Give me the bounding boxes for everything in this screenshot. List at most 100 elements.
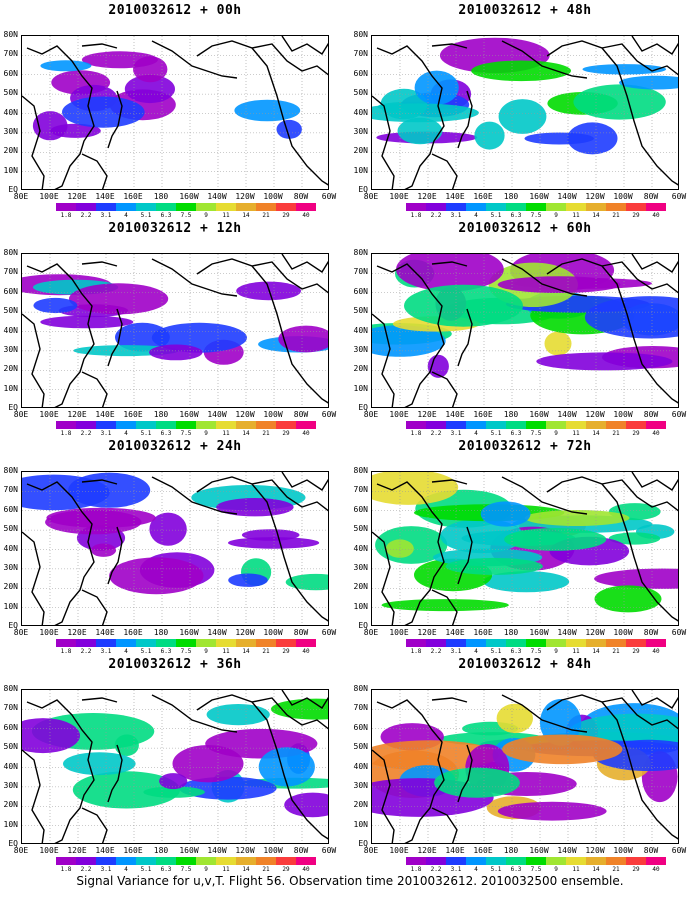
coastline xyxy=(372,95,395,189)
latitude-tick-label: 20N xyxy=(353,146,368,156)
longitude-tick-label: 140W xyxy=(557,628,577,637)
colorbar-level-label: 1.8 xyxy=(60,430,72,437)
longitude-tick-label: 120E xyxy=(67,628,87,637)
colorbar-swatch xyxy=(116,857,136,865)
panel-title: 2010032612 + 12h xyxy=(108,221,242,236)
latitude-axis: 80N 70N 60N 50N 40N 30N 20N 10N EQ xyxy=(350,685,370,848)
variance-contour xyxy=(619,75,678,90)
variance-contour xyxy=(228,537,320,549)
colorbar-swatch xyxy=(446,857,466,865)
colorbar-swatch xyxy=(56,203,76,211)
colorbar xyxy=(406,857,666,865)
longitude-tick-label: 100E xyxy=(39,410,59,419)
colorbar-level-label: 7.5 xyxy=(180,212,192,219)
longitude-tick-label: 60W xyxy=(321,628,337,637)
longitude-tick-label: 120W xyxy=(235,192,255,201)
colorbar-level-label: 29 xyxy=(282,430,290,437)
coastline xyxy=(22,749,45,843)
latitude-tick-label: 10N xyxy=(3,601,18,611)
variance-contour xyxy=(404,284,523,327)
colorbar-level-label: 29 xyxy=(632,212,640,219)
longitude-tick-label: 100W xyxy=(263,628,283,637)
latitude-tick-label: 40N xyxy=(353,761,368,771)
variance-contour xyxy=(149,512,187,546)
colorbar-level-label: 6.3 xyxy=(160,212,172,219)
coastline xyxy=(281,254,328,273)
coastline xyxy=(281,472,328,491)
longitude-tick-label: 140E xyxy=(95,192,115,201)
longitude-tick-label: 60W xyxy=(321,410,337,419)
latitude-tick-label: 10N xyxy=(353,165,368,175)
variance-contour xyxy=(497,801,607,821)
variance-field xyxy=(372,36,678,189)
coastline xyxy=(631,254,678,273)
latitude-axis: 80N 70N 60N 50N 40N 30N 20N 10N EQ xyxy=(0,31,20,194)
longitude-tick-label: 100W xyxy=(613,410,633,419)
longitude-tick-label: 80W xyxy=(293,410,309,419)
colorbar-level-label: 9 xyxy=(554,866,558,873)
longitude-tick-label: 100E xyxy=(389,192,409,201)
colorbar-level-label: 29 xyxy=(282,212,290,219)
longitude-tick-label: 80E xyxy=(13,410,29,419)
colorbar-swatch xyxy=(216,857,236,865)
colorbar-level-label: 29 xyxy=(632,648,640,655)
variance-contour xyxy=(143,786,205,798)
longitude-tick-label: 140E xyxy=(95,410,115,419)
coastline xyxy=(501,476,588,515)
colorbar-swatch xyxy=(586,857,606,865)
colorbar-swatch xyxy=(196,639,216,647)
longitude-tick-label: 140W xyxy=(557,410,577,419)
latitude-tick-label: 60N xyxy=(353,504,368,514)
colorbar-level-label: 3.1 xyxy=(100,430,112,437)
colorbar-level-label: 1.8 xyxy=(60,648,72,655)
colorbar-level-label: 40 xyxy=(302,212,310,219)
coastline xyxy=(431,261,468,267)
coastline xyxy=(81,807,108,843)
longitude-tick-label: 120E xyxy=(417,410,437,419)
variance-contour xyxy=(573,84,666,120)
colorbar-level-label: 14 xyxy=(242,430,250,437)
variance-contour xyxy=(63,752,136,776)
longitude-tick-label: 140W xyxy=(557,846,577,855)
longitude-tick-label: 100E xyxy=(39,846,59,855)
coastline xyxy=(601,479,678,512)
longitude-tick-label: 80W xyxy=(643,192,659,201)
coastline xyxy=(372,749,395,843)
colorbar-labels: 1.8 2.2 3.1 4 5.1 6.3 7.5 9 11 14 21 29 40 xyxy=(406,648,666,656)
colorbar-labels: 1.8 2.2 3.1 4 5.1 6.3 7.5 9 11 14 21 29 40 xyxy=(406,866,666,874)
coastline xyxy=(22,95,45,189)
longitude-tick-label: 80E xyxy=(363,192,379,201)
colorbar-swatch xyxy=(296,639,316,647)
coastline xyxy=(546,40,678,186)
latitude-tick-label: 40N xyxy=(3,543,18,553)
colorbar-swatch xyxy=(446,639,466,647)
variance-contour xyxy=(536,352,673,371)
longitude-tick-label: 80W xyxy=(643,628,659,637)
variance-contour xyxy=(584,296,678,339)
colorbar-level-label: 6.3 xyxy=(510,648,522,655)
colorbar-level-label: 4 xyxy=(474,648,478,655)
longitude-tick-label: 100W xyxy=(613,628,633,637)
colorbar-level-label: 7.5 xyxy=(530,648,542,655)
colorbar-swatch xyxy=(546,203,566,211)
colorbar xyxy=(56,857,316,865)
variance-contour xyxy=(172,745,244,783)
coastline xyxy=(631,36,678,55)
longitude-axis: 80E 100E 120E 140E 160E 180 160W 140W 120W 100W 80… xyxy=(364,192,686,202)
latitude-tick-label: 20N xyxy=(353,800,368,810)
latitude-tick-label: 50N xyxy=(353,524,368,534)
latitude-tick-label: 70N xyxy=(353,485,368,495)
variance-contour xyxy=(381,599,509,612)
colorbar-swatch xyxy=(626,857,646,865)
longitude-tick-label: 160W xyxy=(529,192,549,201)
colorbar-swatch xyxy=(196,857,216,865)
colorbar-swatch xyxy=(466,421,486,429)
colorbar-level-label: 11 xyxy=(222,212,230,219)
coastline xyxy=(501,694,588,733)
longitude-tick-label: 160E xyxy=(473,846,493,855)
colorbar-swatch xyxy=(276,639,296,647)
colorbar-level-label: 40 xyxy=(652,648,660,655)
colorbar-swatch xyxy=(526,639,546,647)
coastline xyxy=(81,153,108,189)
variance-contour xyxy=(372,472,459,505)
